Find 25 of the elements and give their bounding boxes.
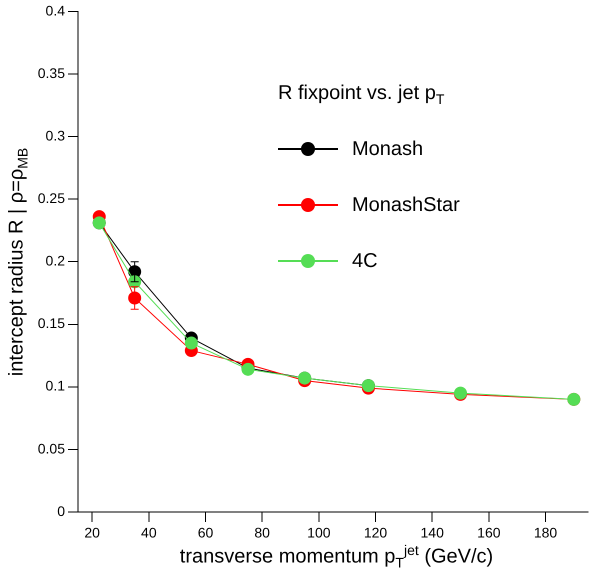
x-tick-label: 140 [420,524,444,540]
point [184,336,198,350]
y-tick-label: 0.15 [38,315,66,332]
legend-label: 4C [352,250,378,272]
y-tick-label: 0.1 [46,378,66,394]
legend-title: R fixpoint vs. jet p$_{T}$ [278,82,446,107]
x-tick-label: 120 [364,524,388,540]
x-tick-label: 80 [254,524,270,540]
point [128,291,142,304]
y-tick-label: 0.3 [46,127,66,144]
x-axis-title: transverse momentum p$_{T}$$^{jet}$ (GeV/c) [178,542,494,571]
y-tick-label: 0.35 [38,64,66,81]
y-tick-label: 0.2 [46,252,66,269]
y-tick-label: 0.4 [46,2,66,18]
legend-label: Monash [352,138,424,160]
x-tick-label: 40 [141,524,157,540]
x-tick-label: 20 [84,524,100,540]
y-tick-label: 0.05 [38,440,66,456]
x-tick-label: 100 [307,524,331,540]
x-tick-label: 60 [198,524,214,540]
legend-label: MonashStar [352,194,460,216]
x-tick-label: 180 [534,524,558,540]
x-tick-label: 160 [477,524,501,540]
y-tick-label: 0.25 [38,190,66,206]
y-tick-label: 0 [57,502,66,519]
